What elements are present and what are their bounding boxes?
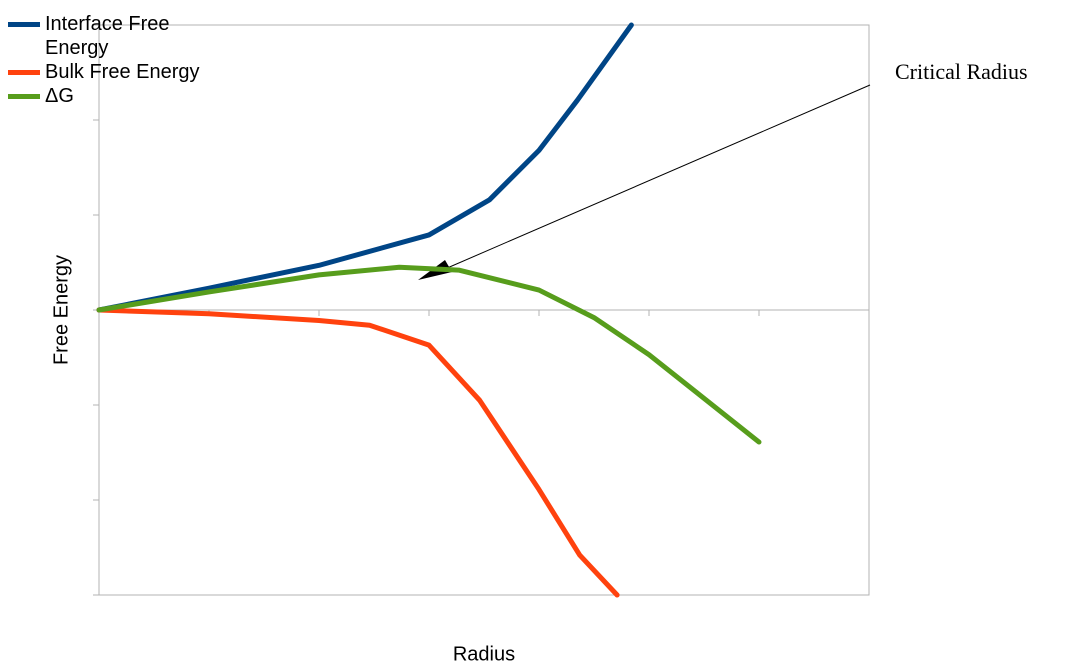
y-axis-title: Free Energy [50, 255, 72, 365]
legend-label: ΔG [45, 85, 74, 107]
legend-swatch [8, 94, 40, 99]
x-axis-title: Radius [453, 643, 515, 662]
legend-label: Interface Free Energy [45, 13, 170, 59]
legend-swatch [8, 22, 40, 27]
annotation-arrow-line [437, 84, 871, 273]
series-line [96, 264, 762, 445]
series-line [96, 307, 620, 598]
legend-label: Bulk Free Energy [45, 61, 200, 83]
legend: Interface Free Energy Bulk Free Energy ΔG [8, 12, 218, 108]
annotation: Critical Radius [895, 59, 1028, 84]
series-line [96, 22, 634, 313]
legend-item: Interface Free Energy [8, 12, 218, 60]
legend-item: ΔG [8, 84, 218, 108]
legend-item: Bulk Free Energy [8, 60, 218, 84]
legend-swatch [8, 70, 40, 75]
